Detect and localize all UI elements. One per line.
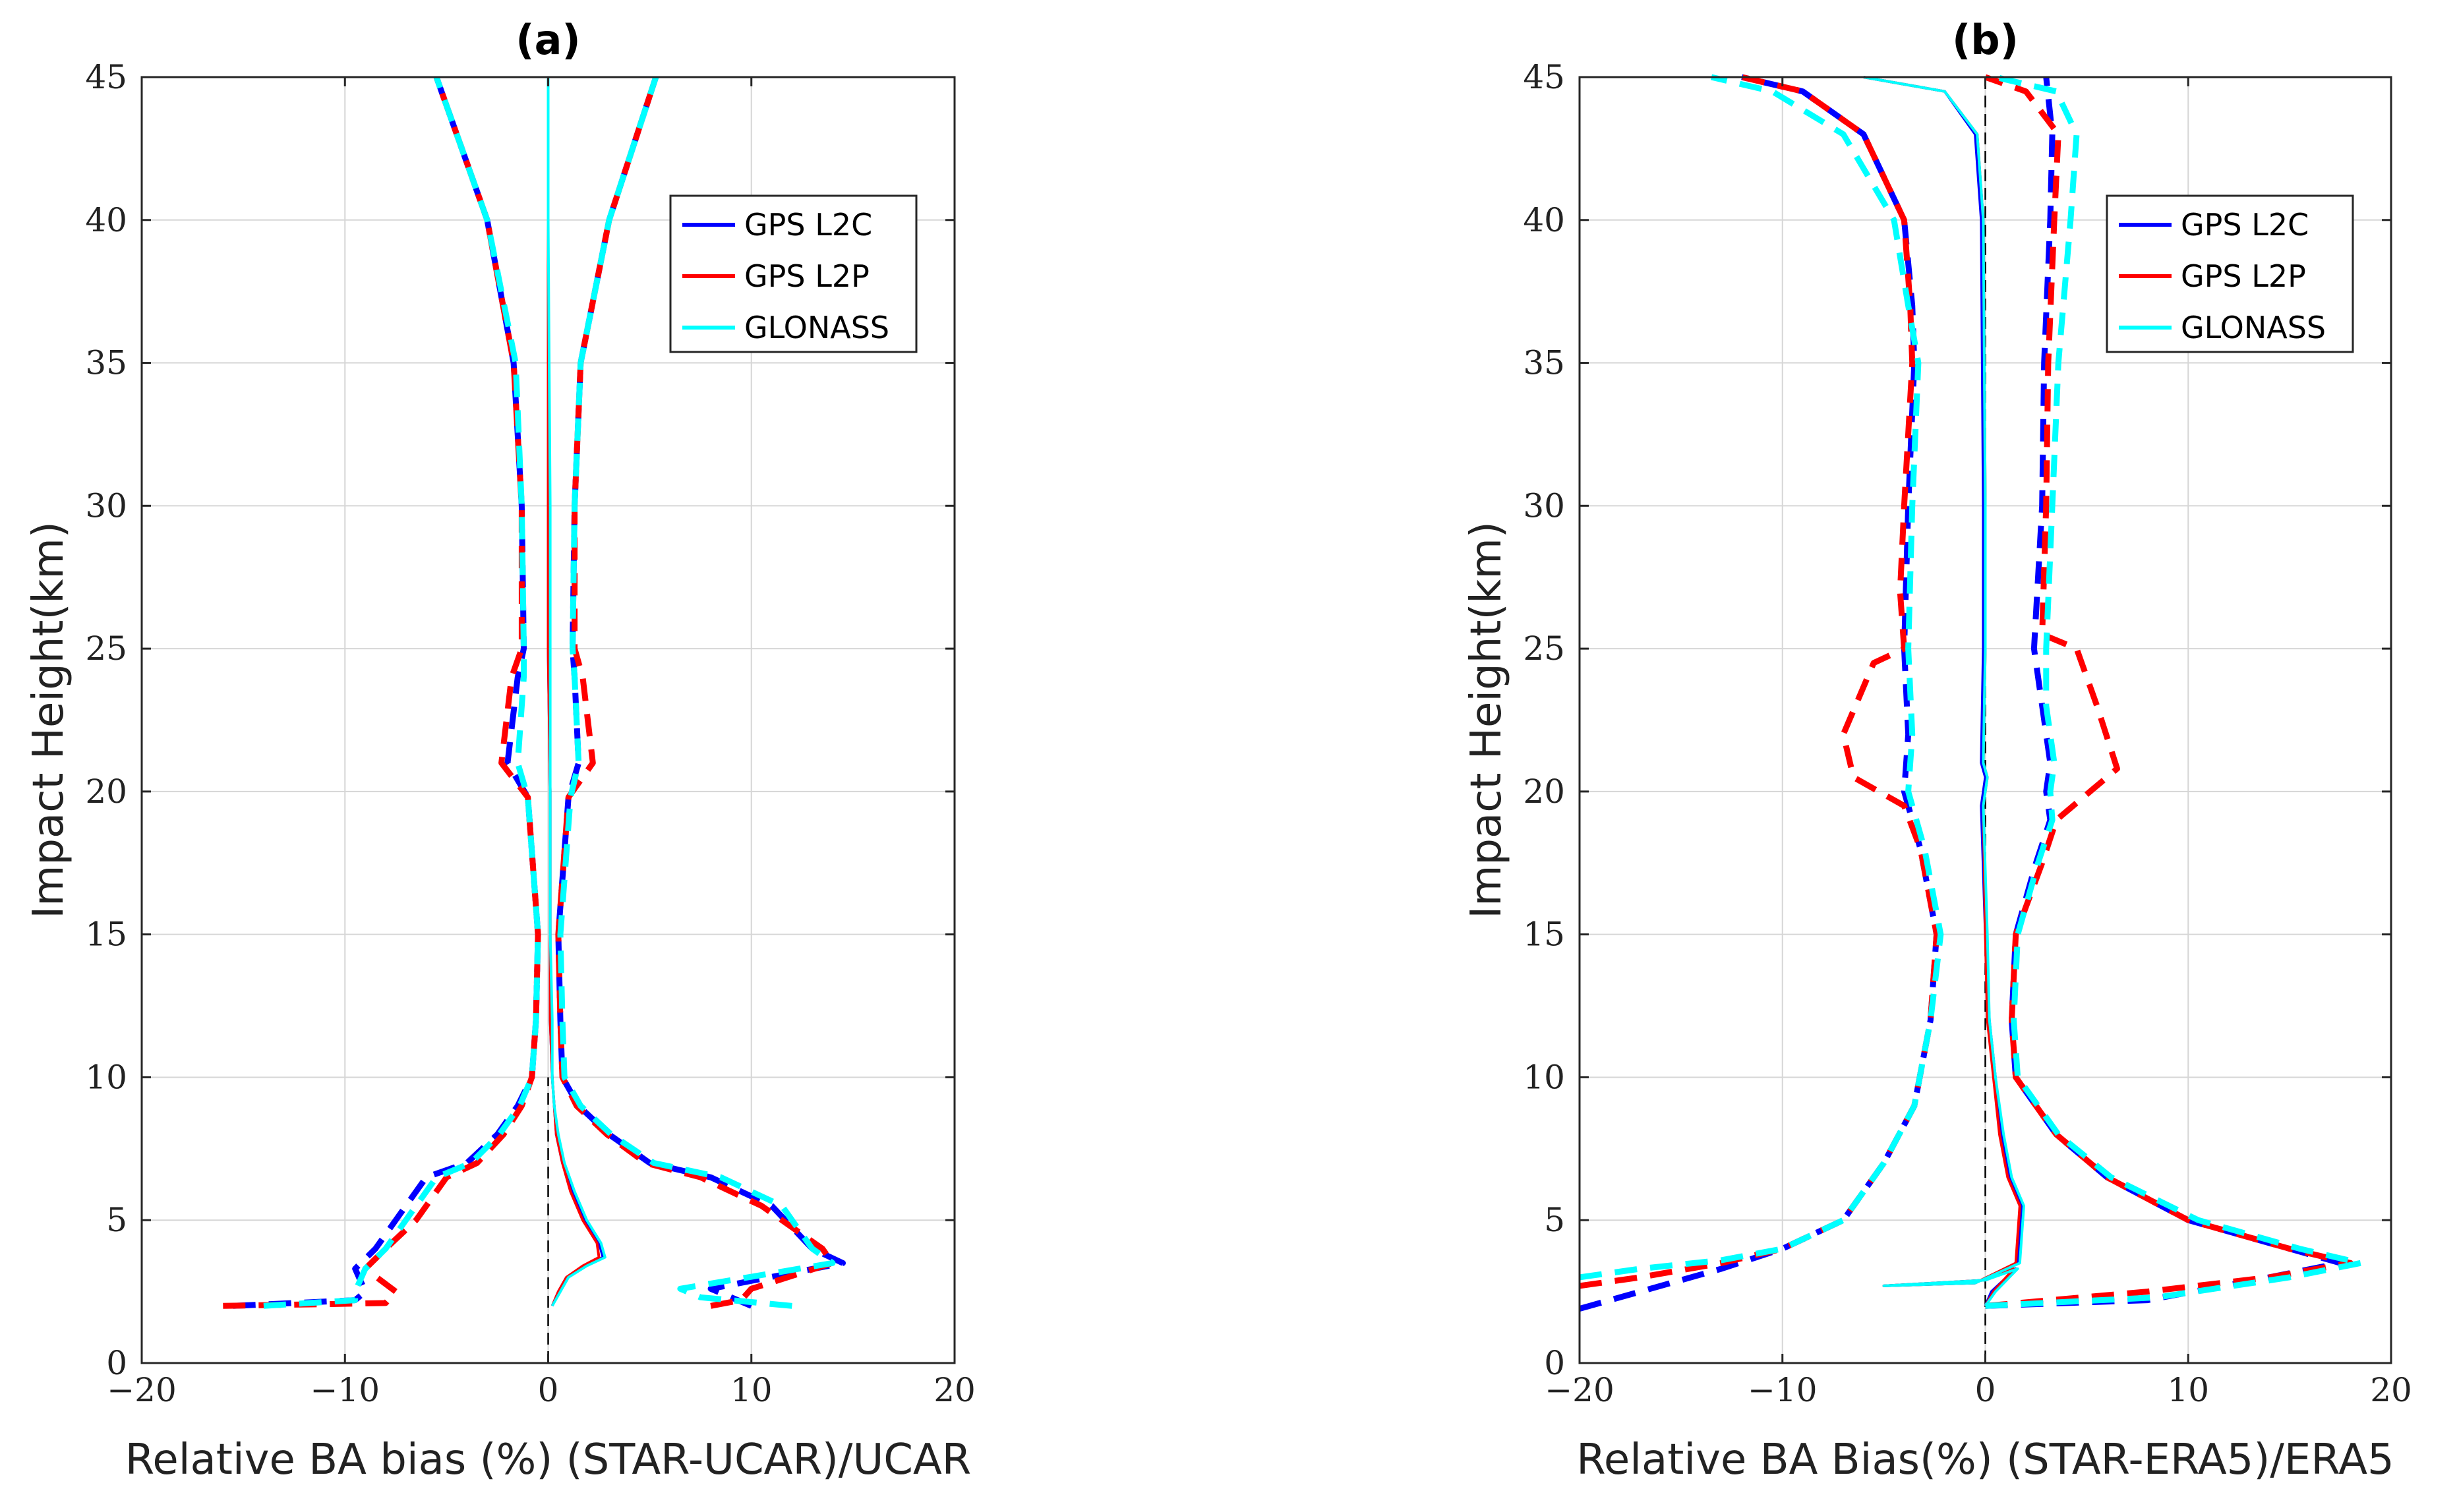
y-tick-label: 25 — [1523, 629, 1565, 668]
panel-title: (b) — [1952, 16, 2019, 64]
legend: GPS L2C GPS L2P GLONASS — [669, 194, 918, 353]
legend: GPS L2C GPS L2P GLONASS — [2106, 194, 2354, 353]
y-tick-label: 40 — [85, 201, 127, 239]
series-line-gps-l2c-std — [1578, 74, 1940, 1312]
series-line-glonass-std — [1579, 74, 1944, 1281]
series-line-gps-l2p-std — [223, 76, 541, 1309]
y-tick-label: 45 — [85, 58, 127, 96]
series-line-glonass — [547, 77, 607, 1307]
x-tick-label: −10 — [310, 1371, 380, 1409]
series-line-gps-l2p — [547, 77, 601, 1307]
series-line-glonass-std — [1985, 74, 2364, 1309]
panel-title: (a) — [516, 16, 581, 64]
series-line-gps-l2c-std — [1985, 76, 2344, 1309]
y-tick-label: 15 — [1523, 916, 1565, 954]
y-tick-label: 30 — [85, 486, 127, 525]
y-tick-label: 20 — [1523, 772, 1565, 811]
y-tick-label: 5 — [106, 1201, 127, 1239]
legend-entry: GPS L2C — [2181, 207, 2309, 243]
y-tick-label: 35 — [85, 344, 127, 382]
y-tick-label: 5 — [1544, 1201, 1565, 1239]
y-tick-label: 40 — [1523, 201, 1565, 239]
y-tick-label: 30 — [1523, 486, 1565, 525]
series-line-gps-l2p — [1863, 76, 2021, 1307]
legend-entry: GLONASS — [744, 310, 889, 345]
x-tick-label: 0 — [1975, 1371, 1996, 1409]
x-tick-label: 10 — [2167, 1371, 2209, 1409]
series-line-glonass-std — [263, 76, 541, 1309]
y-tick-label: 0 — [1544, 1344, 1565, 1382]
x-tick-label: −10 — [1748, 1371, 1818, 1409]
x-axis-label: Relative BA bias (%) (STAR-UCAR)/UCAR — [125, 1436, 971, 1484]
x-axis-label: Relative BA Bias(%) (STAR-ERA5)/ERA5 — [1576, 1436, 2394, 1484]
x-tick-label: −20 — [1545, 1371, 1614, 1409]
y-tick-label: 20 — [85, 772, 127, 811]
series-line-glonass-std — [557, 76, 836, 1309]
y-tick-label: 25 — [85, 629, 127, 668]
legend-entry: GPS L2P — [744, 258, 870, 294]
x-tick-label: 10 — [730, 1371, 773, 1409]
x-tick-label: 0 — [538, 1371, 559, 1409]
y-tick-label: 10 — [85, 1058, 127, 1096]
y-tick-label: 10 — [1523, 1058, 1565, 1096]
series-line-glonass — [1863, 76, 2025, 1307]
y-tick-label: 0 — [106, 1344, 127, 1382]
legend-entry: GLONASS — [2181, 310, 2326, 345]
legend-entry: GPS L2C — [744, 207, 872, 243]
panel-b: −20 −10 0 10 20 0 5 10 15 20 25 30 35 40 45 (b) Relative… — [1462, 16, 2412, 1484]
legend-entry: GPS L2P — [2181, 258, 2306, 294]
x-tick-label: 20 — [933, 1371, 976, 1409]
y-tick-label: 15 — [85, 916, 127, 954]
series-line-gps-l2c-std — [233, 76, 541, 1309]
x-tick-label: −20 — [107, 1371, 177, 1409]
y-axis-label: Impact Height(km) — [1462, 521, 1511, 919]
legend-box — [2106, 194, 2354, 353]
y-tick-label: 45 — [1523, 58, 1565, 96]
y-axis-label: Impact Height(km) — [24, 521, 73, 919]
x-tick-label: 20 — [2370, 1371, 2412, 1409]
y-tick-label: 35 — [1523, 344, 1565, 382]
series-line-gps-l2p-std — [1579, 74, 1940, 1289]
panel-a: −20 −10 0 10 20 0 5 10 15 20 25 30 35 40 45 (a) Relative… — [24, 16, 976, 1484]
